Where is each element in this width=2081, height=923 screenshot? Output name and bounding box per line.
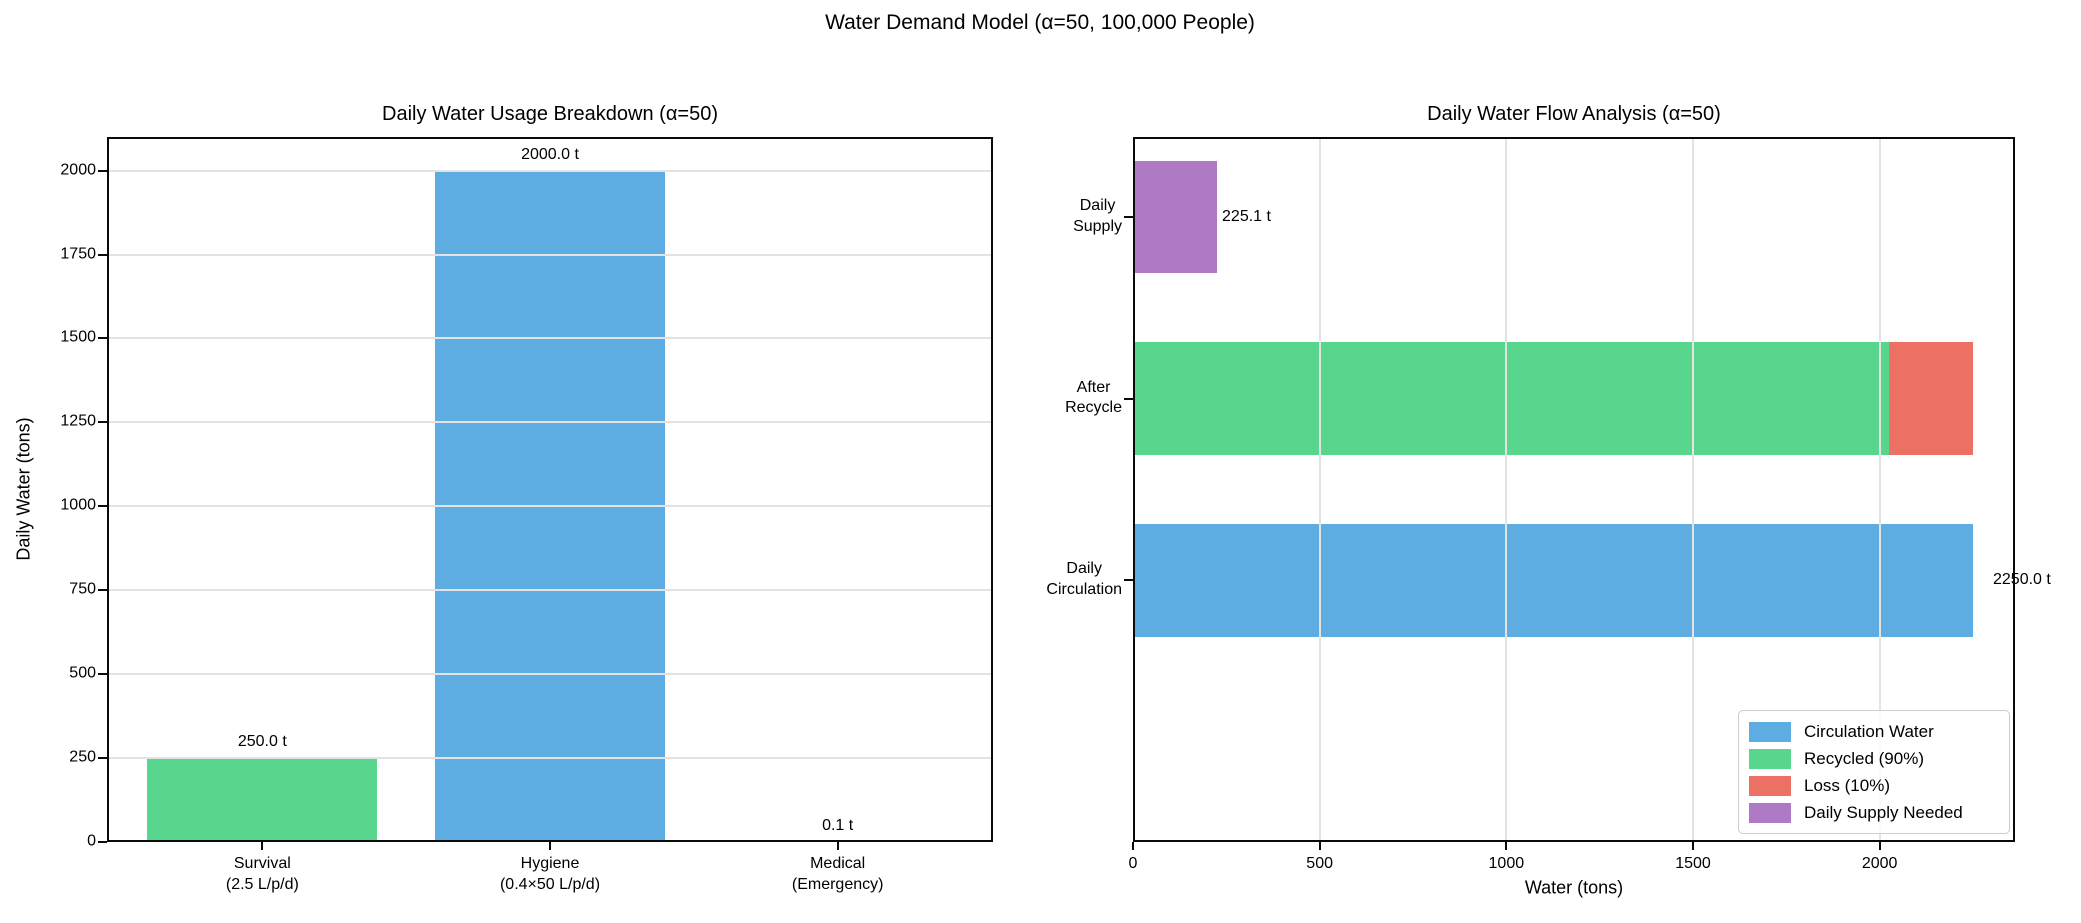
y-tick-label: 1000 bbox=[60, 496, 96, 514]
y-tick-mark bbox=[98, 841, 107, 843]
x-tick-label: 0 bbox=[1128, 855, 1138, 872]
value-label: 2250.0 t bbox=[1993, 571, 2051, 589]
legend-swatch bbox=[1749, 721, 1791, 742]
x-tick-label: 1500 bbox=[1675, 855, 1711, 872]
bar bbox=[147, 758, 378, 842]
value-label: 225.1 t bbox=[1222, 207, 1271, 225]
y-tick-mark bbox=[1124, 397, 1133, 400]
y-tick-mark bbox=[1124, 215, 1133, 218]
v-gridline bbox=[1505, 137, 1508, 842]
x-tick-mark bbox=[1505, 842, 1508, 850]
h-gridline bbox=[107, 757, 993, 760]
y-tick-label: After Recycle bbox=[1065, 378, 1122, 417]
v-gridline bbox=[1692, 137, 1694, 842]
y-tick-label: 1500 bbox=[60, 329, 96, 347]
figure-title: Water Demand Model (α=50, 100,000 People… bbox=[825, 11, 1255, 34]
y-tick-label: Daily Circulation bbox=[1046, 560, 1122, 599]
legend-item: Daily Supply Needed bbox=[1749, 799, 1999, 826]
x-tick-label: 2000 bbox=[1861, 855, 1898, 872]
h-gridline bbox=[107, 337, 993, 340]
legend-item: Recycled (90%) bbox=[1749, 745, 1999, 772]
x-tick-label: Survival (2.5 L/p/d) bbox=[225, 855, 299, 893]
legend-swatch bbox=[1749, 802, 1791, 823]
x-tick-mark bbox=[1878, 842, 1881, 850]
value-label: 250.0 t bbox=[237, 733, 287, 751]
x-tick-mark bbox=[1132, 842, 1134, 850]
legend-label: Recycled (90%) bbox=[1804, 748, 1924, 768]
y-tick-mark bbox=[98, 505, 107, 508]
y-tick-label: 500 bbox=[69, 664, 96, 682]
legend-item: Loss (10%) bbox=[1749, 772, 1999, 799]
y-tick-mark bbox=[98, 757, 107, 760]
h-gridline bbox=[107, 505, 993, 508]
left-y-axis-label: Daily Water (tons) bbox=[13, 417, 34, 561]
x-tick-label: Medical (Emergency) bbox=[791, 855, 884, 893]
y-tick-mark bbox=[98, 253, 107, 256]
y-tick-mark bbox=[98, 421, 107, 424]
h-gridline bbox=[107, 589, 993, 592]
y-tick-mark bbox=[98, 169, 107, 172]
x-tick-mark bbox=[836, 842, 839, 850]
legend-item: Circulation Water bbox=[1749, 718, 1999, 745]
y-tick-mark bbox=[98, 589, 107, 592]
y-tick-mark bbox=[98, 337, 107, 340]
y-tick-mark bbox=[98, 673, 107, 676]
h-gridline bbox=[107, 421, 993, 424]
legend-swatch bbox=[1749, 748, 1791, 769]
y-tick-label: Daily Supply bbox=[1073, 197, 1122, 235]
y-tick-label: 750 bbox=[69, 580, 96, 598]
legend-label: Loss (10%) bbox=[1804, 775, 1890, 795]
bar-segment bbox=[1889, 342, 1973, 455]
h-gridline bbox=[107, 673, 993, 676]
right-x-axis-label: Water (tons) bbox=[1524, 877, 1624, 898]
right-chart-title: Daily Water Flow Analysis (α=50) bbox=[1427, 103, 1721, 125]
h-gridline bbox=[107, 169, 993, 172]
h-gridline bbox=[107, 253, 993, 256]
legend-label: Daily Supply Needed bbox=[1804, 802, 1963, 822]
y-tick-label: 1250 bbox=[60, 412, 96, 430]
x-tick-mark bbox=[549, 842, 551, 850]
y-tick-label: 250 bbox=[69, 748, 96, 766]
v-gridline bbox=[1878, 137, 1881, 842]
y-tick-label: 1750 bbox=[60, 245, 96, 263]
legend-label: Circulation Water bbox=[1804, 721, 1934, 741]
x-tick-label: 500 bbox=[1306, 855, 1334, 872]
bar-segment bbox=[1133, 524, 1973, 637]
v-gridline bbox=[1318, 137, 1321, 842]
x-tick-mark bbox=[1318, 842, 1321, 850]
left-chart-title: Daily Water Usage Breakdown (α=50) bbox=[382, 103, 718, 125]
value-label: 2000.0 t bbox=[521, 145, 579, 163]
x-tick-mark bbox=[1692, 842, 1694, 850]
x-tick-mark bbox=[261, 842, 264, 850]
legend: Circulation Water Recycled (90%) Loss (10%… bbox=[1738, 710, 2010, 834]
x-tick-label: 1000 bbox=[1488, 855, 1525, 872]
legend-swatch bbox=[1749, 775, 1791, 796]
bar-segment bbox=[1133, 160, 1218, 274]
y-tick-mark bbox=[1124, 579, 1133, 582]
value-label: 0.1 t bbox=[822, 816, 854, 834]
x-tick-label: Hygiene (0.4×50 L/p/d) bbox=[499, 855, 601, 893]
y-tick-label: 0 bbox=[87, 832, 96, 850]
bar-segment bbox=[1133, 342, 1889, 455]
y-tick-label: 2000 bbox=[60, 161, 96, 179]
